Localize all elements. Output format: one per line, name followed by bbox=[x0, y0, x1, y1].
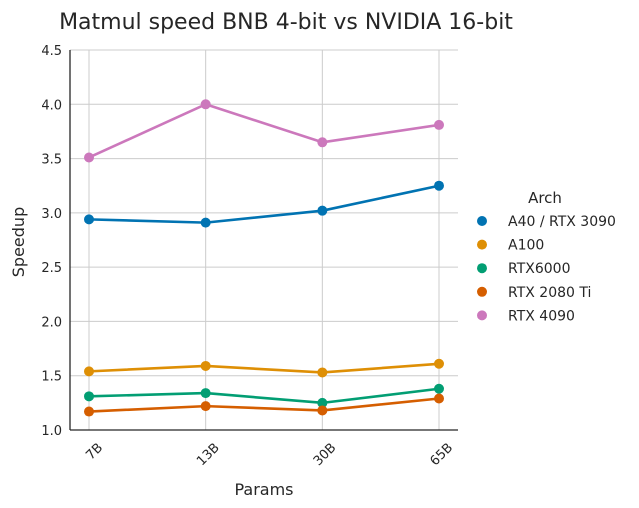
data-point bbox=[84, 152, 94, 163]
data-point bbox=[434, 383, 444, 394]
series-layer bbox=[84, 99, 444, 417]
legend-marker bbox=[477, 216, 487, 226]
y-tick-label: 4.0 bbox=[41, 98, 62, 113]
legend-label: RTX6000 bbox=[508, 261, 570, 277]
y-tick-label: 3.0 bbox=[41, 207, 62, 222]
x-tick-label: 30B bbox=[311, 440, 340, 469]
axes bbox=[69, 50, 458, 431]
data-point bbox=[200, 360, 211, 371]
data-point bbox=[317, 205, 328, 216]
grid-lines bbox=[70, 49, 458, 431]
legend-label: A100 bbox=[508, 238, 544, 254]
legend-title: Arch bbox=[528, 189, 562, 207]
data-point bbox=[84, 406, 94, 417]
x-tick-label: 7B bbox=[83, 440, 106, 463]
series-line-1 bbox=[88, 362, 440, 374]
data-point bbox=[200, 388, 211, 399]
series-line-2 bbox=[88, 387, 440, 405]
data-point bbox=[434, 119, 444, 130]
data-point bbox=[317, 405, 328, 416]
data-point bbox=[317, 397, 328, 408]
y-tick-label: 2.5 bbox=[41, 261, 62, 276]
data-point bbox=[200, 99, 211, 110]
legend-label: RTX 2080 Ti bbox=[508, 285, 591, 301]
chart-title: Matmul speed BNB 4-bit vs NVIDIA 16-bit bbox=[59, 10, 513, 35]
data-point bbox=[317, 137, 328, 148]
x-axis-label: Params bbox=[234, 480, 293, 499]
x-tick-label: 13B bbox=[194, 440, 223, 469]
data-point bbox=[434, 180, 444, 191]
legend-label: RTX 4090 bbox=[508, 308, 575, 324]
y-axis-label: Speedup bbox=[9, 207, 28, 277]
y-tick-label: 1.0 bbox=[41, 424, 62, 439]
legend-marker bbox=[477, 310, 487, 321]
y-tick-label: 3.5 bbox=[41, 153, 62, 168]
data-point bbox=[434, 358, 444, 369]
data-point bbox=[434, 393, 444, 404]
y-tick-label: 2.0 bbox=[41, 315, 62, 330]
series-line-3 bbox=[88, 397, 440, 413]
legend-marker bbox=[477, 286, 487, 297]
series-line-0 bbox=[88, 184, 440, 224]
data-point bbox=[317, 367, 328, 378]
x-tick-label: 65B bbox=[427, 440, 456, 469]
y-tick-label: 1.5 bbox=[41, 370, 62, 385]
series-line-4 bbox=[88, 102, 440, 159]
y-tick-label: 4.5 bbox=[41, 44, 62, 59]
legend-marker bbox=[477, 263, 487, 274]
data-point bbox=[84, 391, 94, 402]
tick-labels: 1.0 1.5 2.0 2.5 3.0 3.5 4.0 4.5 7B 13B 30B 65B bbox=[41, 44, 456, 469]
data-point bbox=[84, 214, 94, 225]
data-point bbox=[200, 401, 211, 412]
data-point bbox=[84, 366, 94, 377]
legend-marker bbox=[477, 239, 487, 250]
legend-label: A40 / RTX 3090 bbox=[508, 214, 616, 230]
data-point bbox=[200, 217, 211, 228]
legend: Arch A40 / RTX 3090 A100 RTX6000 RTX 2080 T… bbox=[477, 189, 616, 324]
